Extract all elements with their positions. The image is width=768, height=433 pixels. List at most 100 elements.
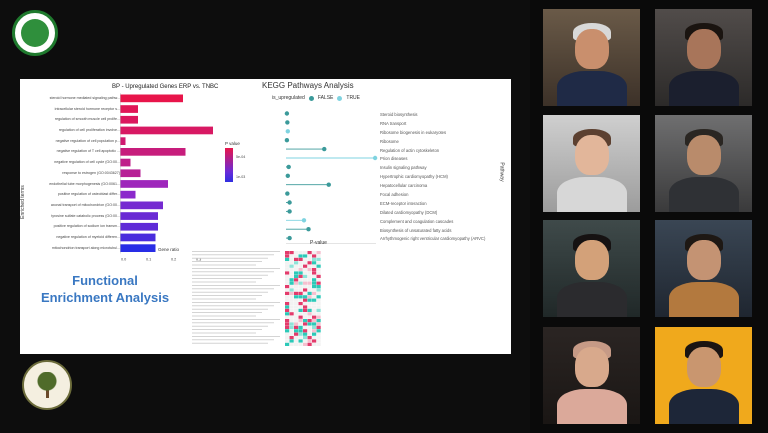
heatmap-cell xyxy=(312,268,317,272)
heatmap-cell xyxy=(294,274,299,278)
bp-term-list: steroid hormone mediated signaling pathw… xyxy=(28,93,120,253)
bp-pvalue-legend: P value 5e-04 1e-03 xyxy=(225,141,255,182)
heatmap-cell xyxy=(298,329,303,333)
heatmap-cell xyxy=(294,332,299,336)
participant-video-tile[interactable] xyxy=(655,9,752,106)
heatmap-cell xyxy=(294,281,299,285)
heatmap-row-label xyxy=(192,254,274,256)
heatmap-row-label xyxy=(192,285,280,286)
heatmap-cell xyxy=(298,288,303,292)
bp-term-label: negative regulation of cell population p… xyxy=(55,138,120,143)
heatmap-cell xyxy=(285,271,290,275)
heatmap-row-label xyxy=(192,329,262,330)
participant-video-tile[interactable] xyxy=(543,220,640,317)
heatmap-cell xyxy=(298,271,303,275)
heatmap-row-label xyxy=(192,336,280,337)
heatmap-row-label xyxy=(192,305,274,307)
bp-legend-tick: 5e-04 xyxy=(236,155,246,159)
heatmap-cell xyxy=(307,251,312,255)
heatmap-cell xyxy=(289,298,294,302)
heatmap-row-label xyxy=(192,298,256,300)
heatmap-cell xyxy=(298,322,303,326)
heatmap-cell xyxy=(298,278,303,282)
true-dot-icon xyxy=(337,95,343,101)
heatmap-cell xyxy=(303,329,308,333)
heatmap-cell xyxy=(298,257,303,261)
heatmap-cell xyxy=(294,315,299,319)
heatmap-cell xyxy=(307,298,312,302)
heatmap-cell xyxy=(303,295,308,299)
heatmap-cell xyxy=(303,281,308,285)
heatmap-cell xyxy=(307,264,312,268)
heatmap-cell xyxy=(307,329,312,333)
heatmap-cell xyxy=(285,257,290,261)
participant-video-tile[interactable] xyxy=(543,115,640,212)
kegg-pathway-label: RNA transport xyxy=(380,120,407,126)
kegg-pathway-label: Complement and coagulation cascades xyxy=(380,218,454,224)
heatmap-row-label xyxy=(192,274,268,276)
heatmap-cell xyxy=(307,302,312,306)
heatmap-cell xyxy=(316,315,321,319)
heatmap-cell xyxy=(289,339,294,343)
heatmap-cell xyxy=(289,291,294,295)
participant-video-tile[interactable] xyxy=(655,220,752,317)
heatmap-cell xyxy=(303,298,308,302)
heatmap-row-label xyxy=(192,291,268,293)
participant-video-tile[interactable] xyxy=(543,327,640,424)
heatmap-cell xyxy=(289,268,294,272)
bp-term-label: axonal transport of mitochondrion (GO:00… xyxy=(50,202,120,207)
kegg-legend-true: TRUE xyxy=(346,95,361,101)
heatmap-row-label xyxy=(192,281,256,283)
heatmap-cell xyxy=(285,254,290,258)
heatmap-row-label xyxy=(192,271,274,273)
heatmap-cell xyxy=(312,342,317,346)
participant-video-tile[interactable] xyxy=(543,9,640,106)
heatmap-cell xyxy=(289,254,294,258)
heatmap-cell xyxy=(294,278,299,282)
heatmap-cell xyxy=(294,312,299,316)
heatmap-cell xyxy=(289,295,294,299)
heatmap-cell xyxy=(312,261,317,265)
heatmap-cell xyxy=(298,285,303,289)
bp-term-label: mitochondrion transport along microtubul… xyxy=(51,245,120,250)
heatmap-cell xyxy=(289,302,294,306)
heatmap-cell xyxy=(307,274,312,278)
heatmap-cell xyxy=(316,325,321,329)
bp-term-label: intracellular steroid hormone receptor s… xyxy=(54,106,120,111)
heatmap-row-label xyxy=(192,342,268,344)
heatmap-cell xyxy=(312,295,317,299)
heatmap-cell xyxy=(303,322,308,326)
heatmap-row-label xyxy=(192,261,262,262)
heatmap-cell xyxy=(285,261,290,265)
bp-x-tick: 0.3 xyxy=(196,258,201,262)
heatmap-cell xyxy=(312,322,317,326)
kegg-pathway-label: Dilated cardiomyopathy (DCM) xyxy=(380,209,438,215)
presentation-panel: BP - Upregulated Genes ERP vs. TNBC Enri… xyxy=(12,10,511,410)
heatmap-cell xyxy=(289,274,294,278)
heatmap-cell xyxy=(298,274,303,278)
kegg-point xyxy=(287,235,292,241)
heatmap-cell xyxy=(312,332,317,336)
bp-term-label: negative regulation of T cell apoptotic … xyxy=(56,149,120,154)
heatmap-cell xyxy=(298,325,303,329)
heatmap-cell xyxy=(303,332,308,336)
heatmap-cell xyxy=(289,257,294,261)
participant-video-tile[interactable] xyxy=(655,115,752,212)
heatmap-cell xyxy=(285,288,290,292)
heatmap-cell xyxy=(294,336,299,340)
heatmap-cell xyxy=(303,312,308,316)
heatmap-row-label xyxy=(192,339,274,341)
heatmap-row-label xyxy=(192,264,256,266)
heatmap-cell xyxy=(316,332,321,336)
heatmap-cell xyxy=(294,288,299,292)
participant-video-tile[interactable] xyxy=(655,327,752,424)
bp-bar xyxy=(120,222,158,231)
heatmap-cell xyxy=(298,332,303,336)
kegg-legend-false: FALSE xyxy=(317,95,334,101)
heatmap-cell xyxy=(316,288,321,292)
heatmap-cell xyxy=(294,254,299,258)
kegg-point xyxy=(285,129,290,134)
bp-bar xyxy=(120,244,156,252)
bp-bar xyxy=(120,148,186,156)
